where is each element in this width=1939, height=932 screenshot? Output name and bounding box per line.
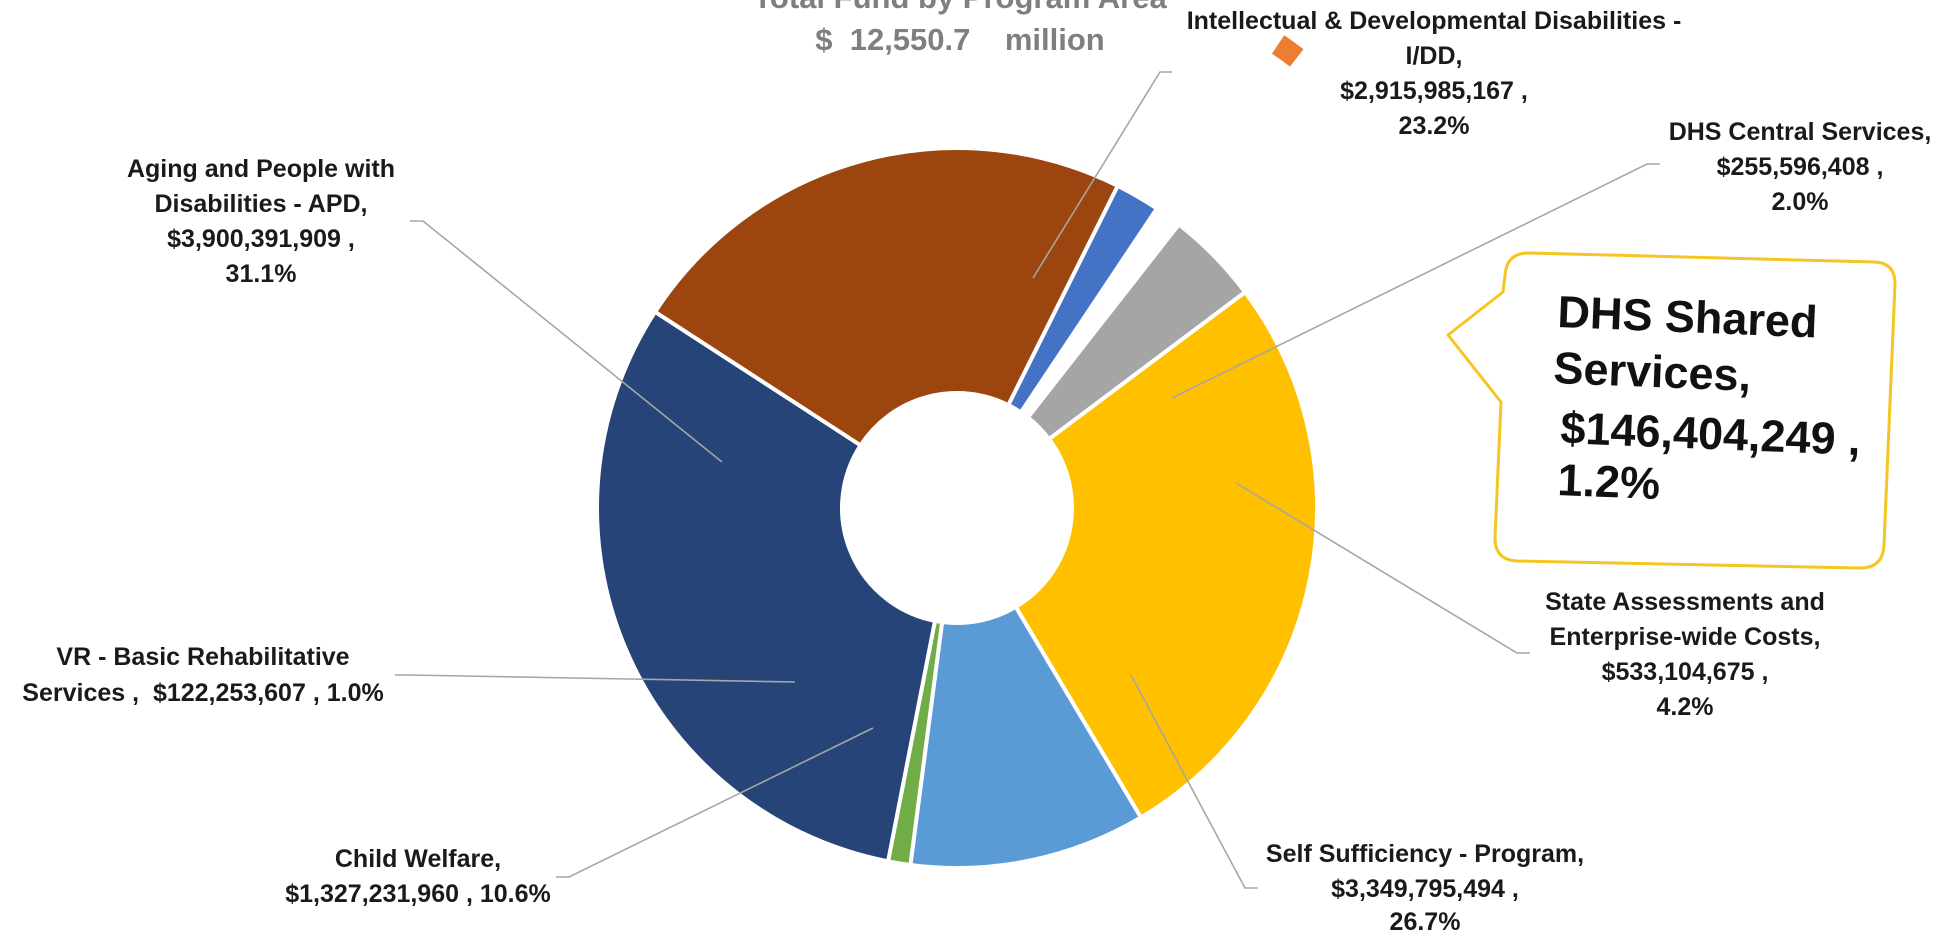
label-vr-name-2: Services , $122,253,607 , 1.0% — [22, 679, 383, 707]
slice-7 — [595, 309, 937, 864]
callout-bubble — [1446, 251, 1897, 570]
leader-line-child — [556, 727, 874, 878]
chart-title: Total Fund by Program Area — [753, 0, 1167, 15]
label-central: DHS Central Services, $255,596,408 , 2.0… — [1669, 118, 1932, 216]
label-apd-amount: $3,900,391,909 , — [167, 225, 355, 253]
label-self-percent: 26.7% — [1390, 908, 1461, 932]
slice-4 — [1013, 290, 1319, 820]
leader-line-central — [1171, 163, 1660, 399]
slice-2 — [1267, 30, 1309, 72]
leader-line-state — [1235, 482, 1530, 654]
label-shared-name-2: Services, — [1553, 342, 1753, 401]
leader-line-apd — [410, 220, 723, 463]
slice-1 — [1006, 183, 1159, 415]
label-state-amount: $533,104,675 , — [1602, 658, 1769, 686]
label-child-name: Child Welfare, — [335, 845, 501, 873]
label-idd-name-1: Intellectual & Developmental Disabilitie… — [1187, 7, 1682, 35]
label-vr: VR - Basic Rehabilitative Services , $12… — [22, 643, 383, 707]
label-shared-percent: 1.2% — [1557, 454, 1662, 509]
chart-subtitle: $ 12,550.7 million — [815, 22, 1104, 57]
label-idd: Intellectual & Developmental Disabilitie… — [1187, 7, 1682, 140]
label-central-percent: 2.0% — [1772, 188, 1829, 216]
leader-line-vr — [395, 674, 796, 683]
label-central-name: DHS Central Services, — [1669, 118, 1932, 146]
label-state-percent: 4.2% — [1657, 693, 1714, 721]
label-apd-percent: 31.1% — [226, 260, 297, 288]
label-shared: DHS Shared Services, $146,404,249 , 1.2% — [1553, 286, 1862, 509]
label-self-name: Self Sufficiency - Program, — [1266, 840, 1584, 868]
label-apd-name-2: Disabilities - APD, — [154, 190, 367, 218]
label-self: Self Sufficiency - Program, $3,349,795,4… — [1266, 840, 1584, 932]
label-state-name-1: State Assessments and — [1545, 588, 1825, 616]
slice-0 — [653, 146, 1120, 448]
slices-group — [595, 30, 1319, 870]
label-self-amount: $3,349,795,494 , — [1331, 875, 1519, 903]
leader-lines — [395, 71, 1660, 889]
leader-line-idd — [1032, 71, 1172, 279]
label-apd-name-1: Aging and People with — [127, 155, 395, 183]
label-apd: Aging and People with Disabilities - APD… — [127, 155, 395, 288]
label-vr-name-1: VR - Basic Rehabilitative — [56, 643, 349, 671]
leader-line-self — [1130, 674, 1258, 889]
label-idd-percent: 23.2% — [1399, 112, 1470, 140]
label-state-name-2: Enterprise-wide Costs, — [1550, 623, 1821, 651]
label-idd-amount: $2,915,985,167 , — [1340, 77, 1528, 105]
label-child: Child Welfare, $1,327,231,960 , 10.6% — [285, 845, 551, 908]
slice-5 — [908, 604, 1143, 870]
label-child-amount-percent: $1,327,231,960 , 10.6% — [285, 880, 551, 908]
label-idd-name-2: I/DD, — [1406, 42, 1463, 70]
label-shared-name-1: DHS Shared — [1557, 286, 1819, 347]
label-shared-amount: $146,404,249 , — [1560, 402, 1862, 465]
label-state: State Assessments and Enterprise-wide Co… — [1545, 588, 1825, 721]
label-central-amount: $255,596,408 , — [1717, 153, 1884, 181]
